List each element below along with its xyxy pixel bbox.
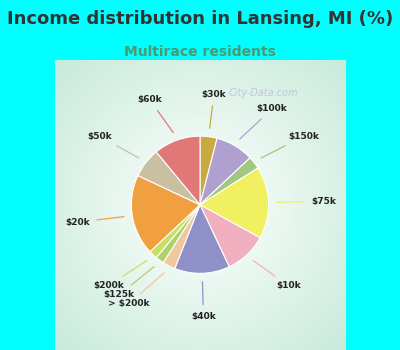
Text: $100k: $100k (240, 104, 288, 139)
Wedge shape (200, 168, 268, 238)
Wedge shape (150, 205, 200, 258)
Text: $60k: $60k (138, 96, 173, 133)
Text: Multirace residents: Multirace residents (124, 45, 276, 59)
Text: $200k: $200k (93, 260, 147, 290)
Text: > $200k: > $200k (108, 273, 164, 308)
Text: $50k: $50k (87, 132, 139, 158)
Wedge shape (132, 176, 200, 252)
Wedge shape (200, 138, 250, 205)
Text: $125k: $125k (104, 267, 154, 299)
Text: $20k: $20k (65, 217, 124, 227)
Text: Income distribution in Lansing, MI (%): Income distribution in Lansing, MI (%) (7, 10, 393, 28)
Wedge shape (175, 205, 229, 273)
Wedge shape (200, 158, 258, 205)
Wedge shape (163, 205, 200, 268)
Wedge shape (138, 152, 200, 205)
Text: City-Data.com: City-Data.com (228, 89, 298, 98)
Wedge shape (156, 205, 200, 262)
Text: $150k: $150k (261, 132, 319, 158)
Text: $75k: $75k (277, 197, 336, 206)
Text: $10k: $10k (253, 260, 301, 290)
Text: $40k: $40k (191, 282, 216, 321)
Text: $30k: $30k (202, 90, 226, 128)
Wedge shape (200, 136, 217, 205)
Wedge shape (200, 205, 260, 267)
Wedge shape (156, 136, 200, 205)
